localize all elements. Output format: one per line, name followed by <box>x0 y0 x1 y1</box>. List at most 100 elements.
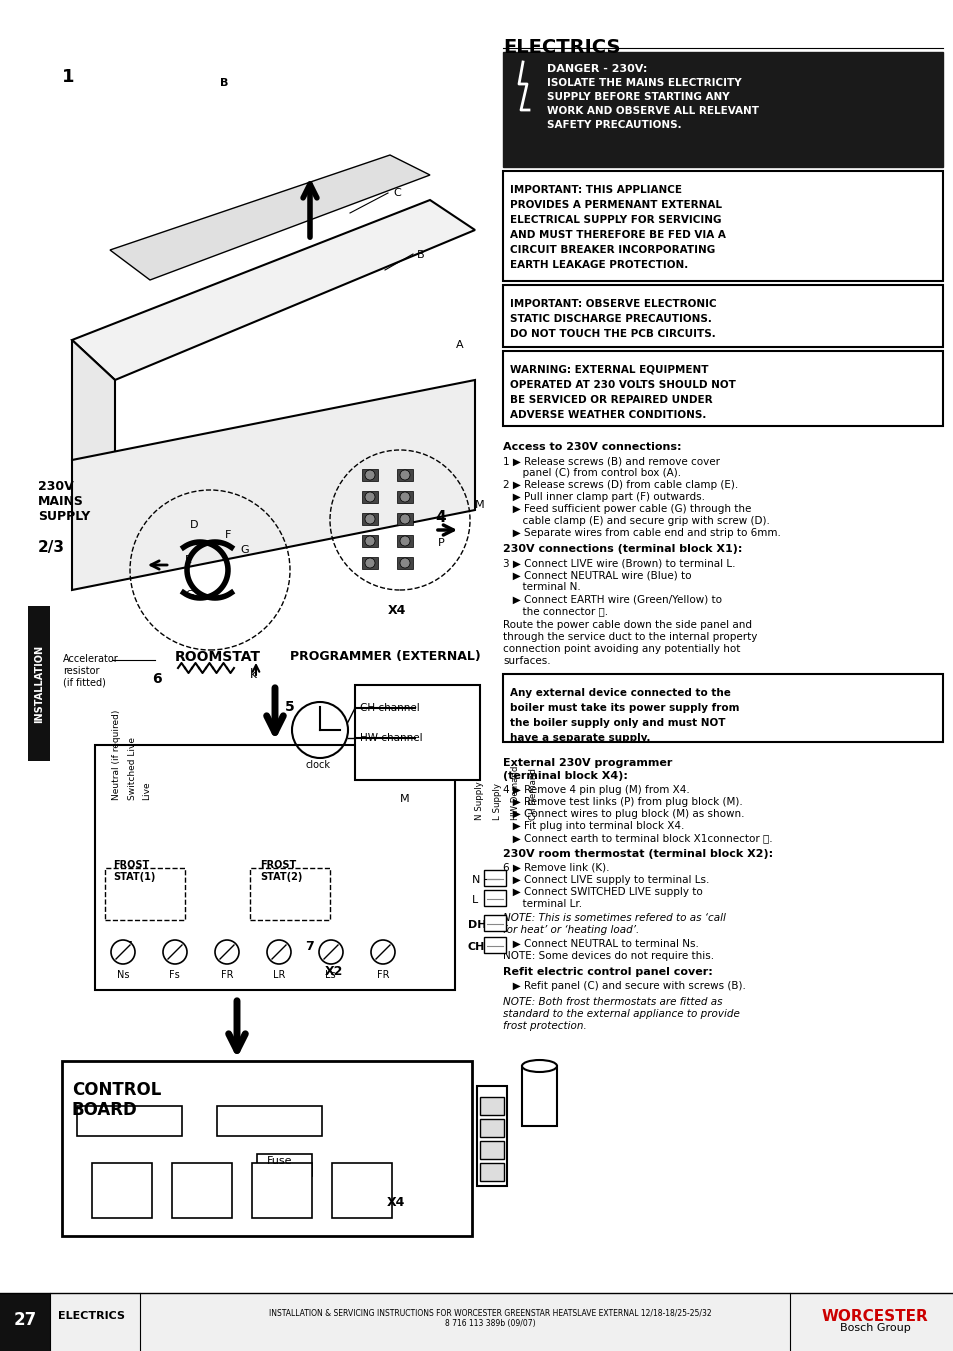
Circle shape <box>484 871 498 886</box>
Text: standard to the external appliance to provide: standard to the external appliance to pr… <box>502 1009 740 1019</box>
Bar <box>396 557 413 569</box>
Text: Bosch Group: Bosch Group <box>839 1323 909 1333</box>
Text: connection point avoiding any potentially hot: connection point avoiding any potentiall… <box>502 644 740 654</box>
Text: ▶ Connect EARTH wire (Green/Yellow) to: ▶ Connect EARTH wire (Green/Yellow) to <box>502 594 721 604</box>
Text: G: G <box>185 590 193 600</box>
Text: M: M <box>399 794 409 804</box>
Text: SUPPLY BEFORE STARTING ANY: SUPPLY BEFORE STARTING ANY <box>546 92 729 101</box>
Bar <box>91 1163 152 1219</box>
Text: clock: clock <box>306 761 331 770</box>
Bar <box>396 513 413 526</box>
Text: LR: LR <box>273 970 285 979</box>
Text: DO NOT TOUCH THE PCB CIRCUITS.: DO NOT TOUCH THE PCB CIRCUITS. <box>510 330 715 339</box>
Text: External 230V programmer: External 230V programmer <box>502 758 672 767</box>
Text: 27: 27 <box>13 1310 36 1329</box>
Text: PROGRAMMER (EXTERNAL): PROGRAMMER (EXTERNAL) <box>290 650 480 663</box>
Text: C: C <box>393 188 400 199</box>
Text: 230V room thermostat (terminal block X2):: 230V room thermostat (terminal block X2)… <box>502 848 772 859</box>
Text: INSTALLATION: INSTALLATION <box>34 644 44 723</box>
Text: E: E <box>185 555 192 565</box>
Text: CIRCUIT BREAKER INCORPORATING: CIRCUIT BREAKER INCORPORATING <box>510 245 715 255</box>
Text: Live: Live <box>142 781 152 800</box>
Text: CH channel: CH channel <box>359 703 419 713</box>
Circle shape <box>399 536 410 546</box>
Text: Refit electric control panel cover:: Refit electric control panel cover: <box>502 967 712 977</box>
Text: 230V
MAINS
SUPPLY: 230V MAINS SUPPLY <box>38 480 91 523</box>
Text: FR: FR <box>221 970 233 979</box>
Text: (terminal block X4):: (terminal block X4): <box>502 771 627 781</box>
Text: ▶ Connect NEUTRAL to terminal Ns.: ▶ Connect NEUTRAL to terminal Ns. <box>502 939 699 948</box>
Circle shape <box>318 940 343 965</box>
Bar <box>502 351 942 426</box>
Text: A: A <box>456 340 463 350</box>
Bar <box>0 1293 50 1351</box>
Text: B: B <box>416 250 424 259</box>
Bar <box>105 867 185 920</box>
Text: 4: 4 <box>435 509 445 526</box>
Text: P: P <box>437 538 444 549</box>
Text: ▶ Connect LIVE supply to terminal Ls.: ▶ Connect LIVE supply to terminal Ls. <box>502 875 709 885</box>
Bar <box>361 513 377 526</box>
Text: B: B <box>220 78 228 88</box>
Bar <box>361 557 377 569</box>
Text: 1 ▶ Release screws (B) and remove cover: 1 ▶ Release screws (B) and remove cover <box>502 457 720 466</box>
Text: the boiler supply only and must NOT: the boiler supply only and must NOT <box>510 717 724 728</box>
Bar <box>521 1066 557 1125</box>
Text: IMPORTANT: OBSERVE ELECTRONIC: IMPORTANT: OBSERVE ELECTRONIC <box>510 299 716 309</box>
Text: Access to 230V connections:: Access to 230V connections: <box>502 442 680 453</box>
Text: 1: 1 <box>62 68 74 86</box>
Text: ▶ Pull inner clamp part (F) outwards.: ▶ Pull inner clamp part (F) outwards. <box>502 492 704 503</box>
Text: Route the power cable down the side panel and: Route the power cable down the side pane… <box>502 620 751 630</box>
Text: Accelerator
resistor
(if fitted): Accelerator resistor (if fitted) <box>63 654 118 688</box>
Bar <box>77 1106 182 1136</box>
Circle shape <box>365 536 375 546</box>
Text: WORK AND OBSERVE ALL RELEVANT: WORK AND OBSERVE ALL RELEVANT <box>546 105 759 116</box>
Text: X4: X4 <box>387 1196 405 1209</box>
Bar <box>361 490 377 503</box>
Text: cable clamp (E) and secure grip with screw (D).: cable clamp (E) and secure grip with scr… <box>502 516 769 526</box>
Text: G: G <box>240 544 249 555</box>
Bar <box>502 674 942 742</box>
Bar <box>250 867 330 920</box>
Text: INSTALLATION & SERVICING INSTRUCTIONS FOR WORCESTER GREENSTAR HEATSLAVE EXTERNAL: INSTALLATION & SERVICING INSTRUCTIONS FO… <box>269 1309 711 1319</box>
Circle shape <box>399 558 410 567</box>
Text: NOTE: Both frost thermostats are fitted as: NOTE: Both frost thermostats are fitted … <box>502 997 721 1006</box>
Bar <box>396 490 413 503</box>
Text: N: N <box>472 875 480 885</box>
Text: ▶ Remove test links (P) from plug block (M).: ▶ Remove test links (P) from plug block … <box>502 797 742 807</box>
Text: ▶ Refit panel (C) and secure with screws (B).: ▶ Refit panel (C) and secure with screws… <box>502 981 745 992</box>
Text: WARNING: EXTERNAL EQUIPMENT: WARNING: EXTERNAL EQUIPMENT <box>510 365 708 376</box>
Text: OPERATED AT 230 VOLTS SHOULD NOT: OPERATED AT 230 VOLTS SHOULD NOT <box>510 380 735 390</box>
Text: 2/3: 2/3 <box>38 540 65 555</box>
Ellipse shape <box>521 1061 557 1071</box>
Bar <box>476 1086 506 1186</box>
Text: ELECTRICS: ELECTRICS <box>502 38 619 57</box>
Circle shape <box>371 940 395 965</box>
Text: F: F <box>225 530 232 540</box>
Text: CONTROL: CONTROL <box>71 1081 161 1098</box>
Bar <box>479 1142 503 1159</box>
Bar <box>95 744 455 990</box>
Bar <box>502 172 942 281</box>
Text: panel (C) from control box (A).: panel (C) from control box (A). <box>502 467 680 478</box>
Circle shape <box>111 940 135 965</box>
Text: for heat’ or ‘heating load’.: for heat’ or ‘heating load’. <box>502 925 639 935</box>
Circle shape <box>214 940 239 965</box>
Text: Ns: Ns <box>117 970 130 979</box>
Text: ▶ Connect earth to terminal block X1connector ⏚.: ▶ Connect earth to terminal block X1conn… <box>502 834 772 843</box>
Text: HW Demand: HW Demand <box>511 766 520 820</box>
Circle shape <box>399 492 410 503</box>
Text: ELECTRICAL SUPPLY FOR SERVICING: ELECTRICAL SUPPLY FOR SERVICING <box>510 215 720 226</box>
Text: ▶ Separate wires from cable end and strip to 6mm.: ▶ Separate wires from cable end and stri… <box>502 528 781 538</box>
Bar <box>396 469 413 481</box>
Bar <box>483 938 505 952</box>
Text: N Supply: N Supply <box>475 781 484 820</box>
Text: 4 ▶ Remove 4 pin plug (M) from X4.: 4 ▶ Remove 4 pin plug (M) from X4. <box>502 785 689 794</box>
Bar <box>502 285 942 347</box>
Circle shape <box>365 492 375 503</box>
Polygon shape <box>110 155 430 280</box>
Text: CH Demand: CH Demand <box>529 769 537 820</box>
Text: have a separate supply.: have a separate supply. <box>510 734 650 743</box>
Text: AND MUST THEREFORE BE FED VIA A: AND MUST THEREFORE BE FED VIA A <box>510 230 725 240</box>
Circle shape <box>267 940 291 965</box>
